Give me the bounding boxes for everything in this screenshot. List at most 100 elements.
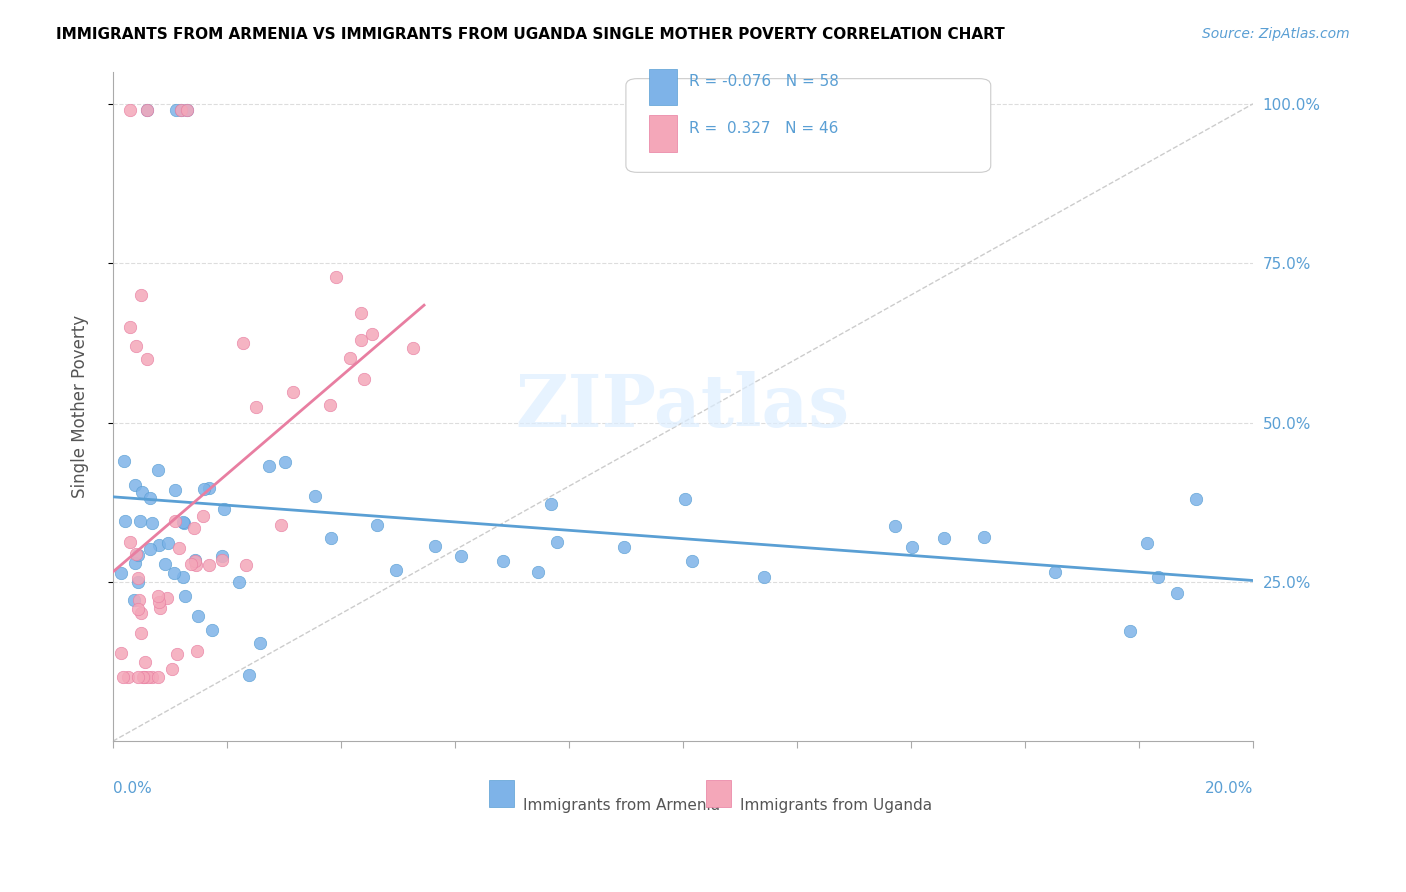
Point: [131, 288, 153, 302]
Point: [211, 552, 233, 566]
Point: [366, 518, 388, 533]
Point: [349, 333, 371, 347]
Text: 20.0%: 20.0%: [1205, 781, 1253, 797]
Point: [401, 341, 423, 355]
Point: [450, 549, 472, 563]
Text: IMMIGRANTS FROM ARMENIA VS IMMIGRANTS FROM UGANDA SINGLE MOTHER POVERTY CORRELAT: IMMIGRANTS FROM ARMENIA VS IMMIGRANTS FR…: [56, 27, 1005, 42]
Text: ZIPatlas: ZIPatlas: [516, 371, 851, 442]
Point: [129, 514, 152, 528]
Point: [193, 482, 215, 496]
Point: [148, 539, 170, 553]
Point: [141, 670, 163, 684]
Point: [385, 563, 408, 577]
Point: [1147, 569, 1170, 583]
Point: [134, 655, 156, 669]
Point: [245, 400, 267, 414]
Point: [136, 670, 159, 684]
Point: [973, 530, 995, 544]
Point: [1119, 624, 1142, 638]
Point: [149, 601, 172, 615]
Point: [146, 589, 169, 603]
Point: [238, 667, 260, 681]
Point: [124, 556, 146, 570]
Point: [139, 491, 162, 505]
Point: [270, 518, 292, 533]
Text: Source: ZipAtlas.com: Source: ZipAtlas.com: [1202, 27, 1350, 41]
Point: [1043, 565, 1066, 579]
Point: [353, 372, 375, 386]
Point: [187, 608, 209, 623]
Point: [117, 670, 139, 684]
Point: [173, 590, 195, 604]
Point: [118, 319, 141, 334]
Bar: [489, 780, 515, 806]
Point: [125, 547, 148, 561]
Point: [232, 336, 254, 351]
Point: [1136, 536, 1159, 550]
Point: [124, 339, 146, 353]
Point: [163, 514, 186, 528]
Point: [900, 541, 922, 555]
Point: [212, 502, 235, 516]
Point: [170, 103, 193, 118]
Point: [172, 570, 194, 584]
Point: [118, 103, 141, 118]
Point: [129, 625, 152, 640]
Point: [249, 635, 271, 649]
Point: [127, 548, 149, 562]
Point: [111, 670, 134, 684]
Point: [492, 554, 515, 568]
Point: [139, 541, 162, 556]
Point: [148, 670, 170, 684]
Point: [173, 516, 195, 531]
Point: [319, 398, 342, 412]
Point: [673, 492, 696, 507]
Point: [540, 497, 562, 511]
Y-axis label: Single Mother Poverty: Single Mother Poverty: [72, 315, 89, 498]
Point: [127, 571, 149, 585]
Point: [110, 566, 132, 581]
Point: [134, 670, 156, 684]
Point: [156, 591, 179, 605]
Point: [110, 646, 132, 660]
Point: [114, 515, 136, 529]
Text: R =  0.327   N = 46: R = 0.327 N = 46: [689, 121, 838, 136]
Point: [184, 553, 207, 567]
Point: [546, 535, 568, 549]
Point: [186, 644, 208, 658]
Point: [128, 593, 150, 607]
Text: Immigrants from Armenia: Immigrants from Armenia: [523, 798, 720, 814]
Point: [122, 593, 145, 607]
Point: [136, 103, 159, 118]
Point: [166, 647, 188, 661]
Point: [235, 558, 257, 572]
Point: [148, 595, 170, 609]
Point: [304, 489, 326, 503]
Point: [201, 624, 224, 638]
Point: [112, 453, 135, 467]
Point: [156, 536, 179, 550]
Point: [136, 351, 159, 366]
Point: [131, 484, 153, 499]
Point: [183, 521, 205, 535]
Point: [169, 541, 191, 555]
Point: [180, 558, 202, 572]
Text: R = -0.076   N = 58: R = -0.076 N = 58: [689, 75, 838, 89]
Point: [228, 575, 250, 590]
Point: [136, 103, 159, 118]
Point: [141, 516, 163, 530]
Point: [129, 607, 152, 621]
Point: [932, 531, 955, 545]
Point: [754, 570, 776, 584]
Point: [176, 103, 198, 118]
Point: [198, 558, 221, 573]
Point: [325, 270, 347, 285]
Point: [120, 535, 142, 549]
Point: [127, 574, 149, 589]
Point: [884, 519, 907, 533]
Text: 0.0%: 0.0%: [112, 781, 152, 797]
Point: [339, 351, 361, 365]
Point: [155, 557, 177, 571]
Bar: [706, 780, 731, 806]
Point: [361, 326, 384, 341]
